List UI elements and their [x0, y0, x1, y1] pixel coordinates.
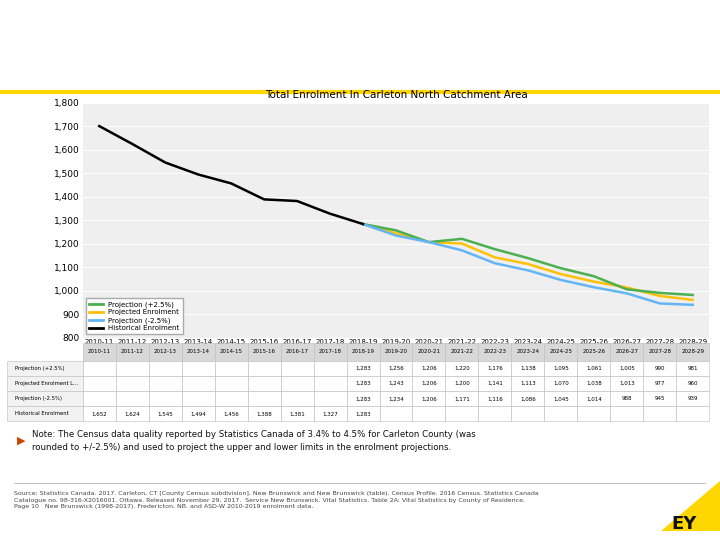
Text: EY: EY: [671, 515, 697, 533]
Text: ▶: ▶: [17, 436, 26, 446]
Title: Total Enrolment In Carleton North Catchment Area: Total Enrolment In Carleton North Catchm…: [265, 90, 527, 100]
Text: Source: Statistics Canada. 2017. Carleton, CT [County Census subdivision], New B: Source: Statistics Canada. 2017. Carleto…: [14, 491, 539, 510]
Polygon shape: [661, 481, 720, 531]
Legend: Projection (+2.5%), Projected Enrolment, Projection (-2.5%), Historical Enrolmen: Projection (+2.5%), Projected Enrolment,…: [86, 298, 183, 334]
Text: Note: The Census data quality reported by Statistics Canada of 3.4% to 4.5% for : Note: The Census data quality reported b…: [32, 430, 475, 452]
Text: Mapping 2016 Census data – Total enrolment for K-12 in the
Carleton North catchm: Mapping 2016 Census data – Total enrolme…: [9, 6, 505, 63]
